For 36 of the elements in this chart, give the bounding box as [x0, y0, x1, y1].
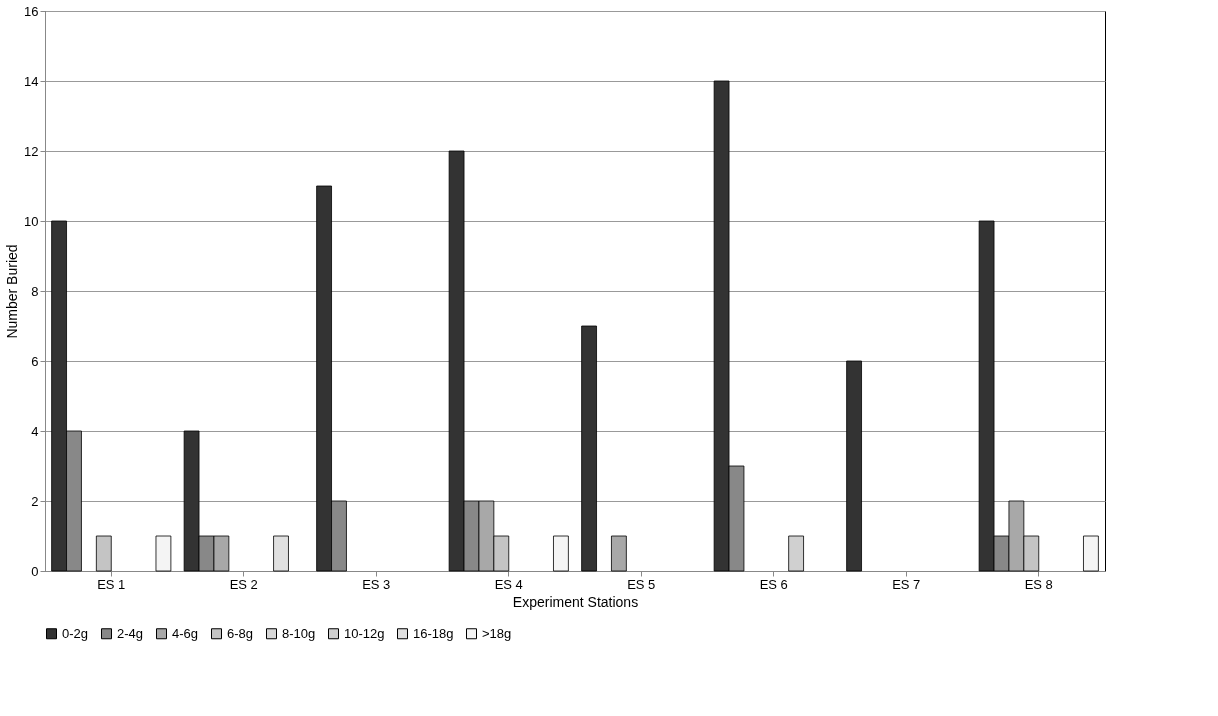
legend-label: 10-12g — [344, 625, 385, 641]
legend-label: 0-2g — [62, 625, 89, 641]
x-tick-label: ES 5 — [627, 576, 656, 592]
legend-label: 6-8g — [227, 625, 254, 641]
bar — [788, 535, 804, 572]
bar — [581, 325, 597, 572]
x-axis-title: Experiment Stations — [512, 593, 639, 610]
bar — [95, 535, 112, 572]
x-tick-label: ES 7 — [892, 576, 921, 592]
legend-label: 4-6g — [172, 625, 199, 641]
y-tick-label: 10 — [24, 213, 39, 229]
bar — [273, 535, 289, 572]
y-axis-title: Number Buried — [4, 244, 21, 339]
x-tick-label: ES 6 — [759, 576, 788, 592]
x-tick-label: ES 4 — [494, 576, 523, 592]
legend-label: 8-10g — [282, 625, 316, 641]
legend-label: 16-18g — [413, 625, 454, 641]
bar — [611, 535, 627, 572]
y-tick-label: 2 — [31, 493, 39, 509]
x-tick-label: ES 3 — [362, 576, 391, 592]
x-tick-label: ES 8 — [1024, 576, 1053, 592]
bar — [1083, 535, 1099, 572]
x-tick-label: ES 1 — [97, 576, 126, 592]
bar — [846, 360, 862, 572]
legend-label: >18g — [482, 625, 512, 641]
y-tick-label: 12 — [24, 143, 39, 159]
legend-label: 2-4g — [117, 625, 144, 641]
y-tick-label: 4 — [31, 423, 39, 439]
y-tick-label: 8 — [31, 283, 39, 299]
y-tick-label: 14 — [24, 73, 39, 89]
bar — [553, 535, 569, 572]
x-tick-label: ES 2 — [229, 576, 258, 592]
y-tick-label: 16 — [24, 3, 39, 19]
bar — [155, 535, 172, 572]
y-tick-label: 0 — [31, 563, 39, 579]
y-tick-label: 6 — [31, 353, 39, 369]
